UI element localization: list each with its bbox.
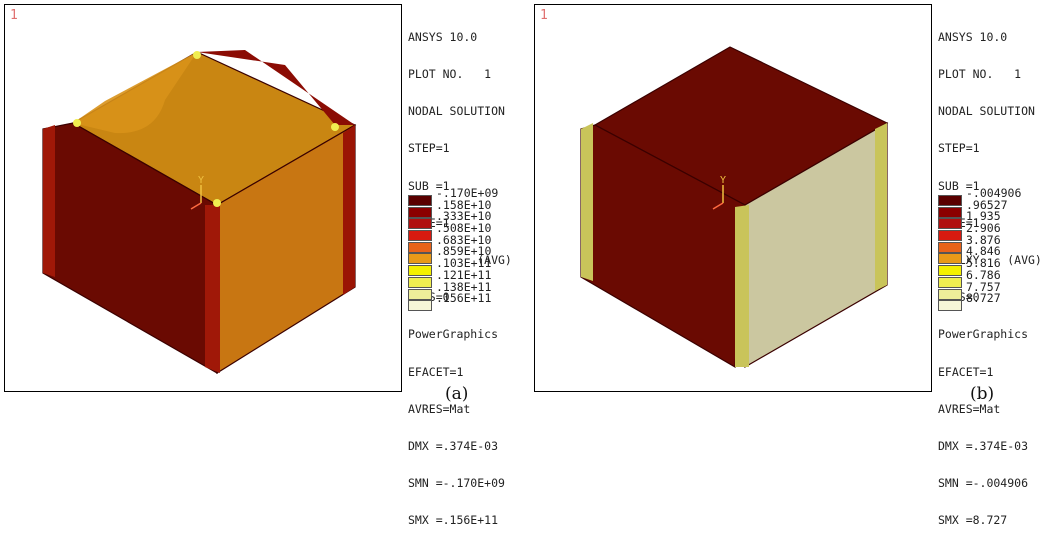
graphics-window-a[interactable]: 1 Y bbox=[4, 4, 402, 392]
info-line: PLOT NO. 1 bbox=[938, 67, 1022, 82]
info-line: SUB =1 bbox=[938, 178, 980, 193]
legend-value: 2.906 bbox=[966, 221, 1001, 236]
info-line: STEP=1 bbox=[408, 141, 450, 156]
legend-swatch bbox=[408, 230, 432, 242]
legend-value: -.004906 bbox=[966, 186, 1022, 200]
graphics-window-b[interactable]: 1 Y bbox=[534, 4, 932, 392]
right-face-far-edge bbox=[343, 125, 355, 295]
legend-value: .158E+10 bbox=[436, 197, 492, 212]
info-line: EFACET=1 bbox=[408, 364, 464, 379]
legend-swatch bbox=[938, 265, 962, 277]
left-face-edge-band bbox=[43, 125, 55, 277]
cube-model-b[interactable]: Y bbox=[535, 5, 931, 391]
info-line: ANSYS 10.0 bbox=[938, 29, 1008, 44]
legend-value: .103E+11 bbox=[436, 256, 492, 271]
info-line: PowerGraphics bbox=[938, 327, 1029, 342]
info-line: PowerGraphics bbox=[408, 327, 499, 342]
info-line: PLOT NO. 1 bbox=[408, 67, 492, 82]
info-line: SMX =.156E+11 bbox=[408, 513, 499, 528]
legend-value: .96527 bbox=[966, 197, 1008, 212]
legend-swatch bbox=[938, 241, 962, 253]
legend-value: .683E+10 bbox=[436, 232, 492, 247]
legend-value: 4.846 bbox=[966, 244, 1001, 259]
legend-value: 1.935 bbox=[966, 209, 1001, 224]
info-line: AVRES=Mat bbox=[938, 401, 1001, 416]
legend-swatch bbox=[408, 195, 432, 206]
legend-value: 6.786 bbox=[966, 267, 1001, 282]
info-line: NODAL SOLUTION bbox=[408, 104, 505, 119]
legend-swatch bbox=[408, 218, 432, 230]
left-face-edge-band bbox=[581, 123, 593, 281]
legend-swatch bbox=[408, 276, 432, 288]
legend-value: 5.816 bbox=[966, 256, 1001, 271]
legend-swatch bbox=[408, 300, 432, 312]
info-line: ANSYS 10.0 bbox=[408, 29, 478, 44]
axis-y-label: Y bbox=[720, 175, 726, 186]
figure-caption-a: (a) bbox=[445, 384, 469, 404]
node-marker bbox=[331, 123, 339, 131]
panel-b: 1 Y ANSYS 10.0 PLOT NO. 1 NODAL SOLUTION… bbox=[530, 0, 1050, 527]
legend-value: .333E+10 bbox=[436, 209, 492, 224]
axis-triad-x bbox=[190, 202, 202, 210]
legend-value: -.170E+09 bbox=[436, 186, 499, 200]
info-line: DMX =.374E-03 bbox=[938, 439, 1029, 454]
legend-swatch bbox=[408, 288, 432, 300]
legend-value: .859E+10 bbox=[436, 244, 492, 259]
legend-value: 7.757 bbox=[966, 279, 1001, 294]
legend-swatch bbox=[938, 230, 962, 242]
window-number-label: 1 bbox=[540, 8, 548, 23]
legend-swatch bbox=[408, 265, 432, 277]
legend-swatch bbox=[938, 206, 962, 218]
top-face-edge-band bbox=[197, 50, 355, 125]
legend-value: .156E+11 bbox=[436, 291, 492, 306]
node-marker bbox=[193, 51, 201, 59]
legend-value: .508E+10 bbox=[436, 221, 492, 236]
info-line: EFACET=1 bbox=[938, 364, 994, 379]
legend-swatch bbox=[938, 276, 962, 288]
right-face-edge-band bbox=[205, 205, 220, 373]
legend-value: 8.727 bbox=[966, 291, 1001, 306]
legend-value: .121E+11 bbox=[436, 267, 492, 282]
legend-swatch bbox=[938, 300, 962, 312]
legend-swatch bbox=[938, 253, 962, 265]
node-marker bbox=[213, 199, 221, 207]
info-line: AVRES=Mat bbox=[408, 401, 471, 416]
info-line: SMX =8.727 bbox=[938, 513, 1008, 528]
legend-value: .138E+11 bbox=[436, 279, 492, 294]
info-line: SMN =-.170E+09 bbox=[408, 476, 505, 491]
legend-swatch bbox=[938, 195, 962, 206]
legend-swatch bbox=[938, 218, 962, 230]
legend-swatch bbox=[938, 288, 962, 300]
window-number-label: 1 bbox=[10, 8, 18, 23]
figure-caption-b: (b) bbox=[970, 384, 995, 404]
info-line: STEP=1 bbox=[938, 141, 980, 156]
right-face-far-edge bbox=[875, 123, 887, 291]
axis-triad-x bbox=[712, 202, 724, 210]
info-line: NODAL SOLUTION bbox=[938, 104, 1035, 119]
axis-y-label: Y bbox=[198, 175, 204, 186]
panel-a: 1 Y ANSYS 10.0 PLOT NO. 1 NODAL bbox=[0, 0, 520, 527]
info-line: SUB =1 bbox=[408, 178, 450, 193]
legend-swatch bbox=[408, 241, 432, 253]
info-line: SMN =-.004906 bbox=[938, 476, 1029, 491]
info-line: DMX =.374E-03 bbox=[408, 439, 499, 454]
legend-swatch bbox=[408, 206, 432, 218]
node-marker bbox=[73, 119, 81, 127]
top-face-corner-region bbox=[73, 52, 197, 134]
cube-model-a[interactable]: Y bbox=[5, 5, 401, 391]
right-face-edge-band bbox=[735, 205, 749, 367]
legend-swatch bbox=[408, 253, 432, 265]
legend-value: 3.876 bbox=[966, 232, 1001, 247]
